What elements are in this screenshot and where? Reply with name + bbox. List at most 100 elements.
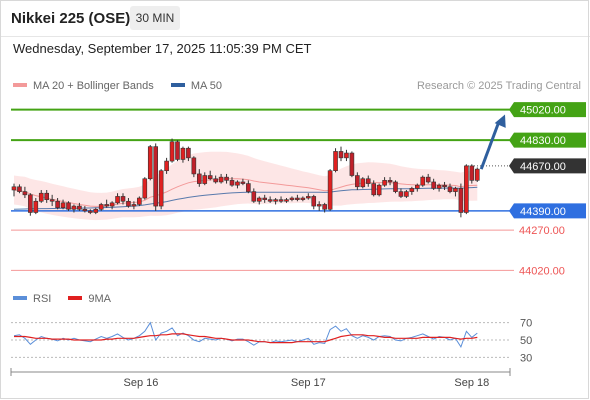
candle [404,190,409,199]
x-tick-label: Sep 17 [291,377,326,389]
candle-body-up [289,197,295,200]
candle-body-up [453,188,458,192]
candle [338,146,344,162]
candle [164,157,169,174]
candle-body-down [246,183,251,192]
candle-body-up [300,197,306,200]
projection-arrow-shaft [479,120,501,170]
candle-body-down [44,192,50,200]
candles [11,138,480,218]
candle-body-down [88,210,93,213]
candle [60,199,66,210]
candle [44,190,50,203]
resistance-label: 44830.00 [520,135,566,147]
candle [327,169,333,211]
candle [311,194,317,210]
candle [115,193,120,205]
support-tag [509,203,586,219]
candle [349,151,355,178]
rsi-tick-label: 70 [520,318,532,330]
interval-selector[interactable]: 30 MIN [130,6,180,30]
candle [120,193,126,205]
ma20-line [13,178,478,207]
candle [322,202,327,213]
legend-ma20-label: MA 20 + Bollinger Bands [33,80,154,92]
ma50-line [13,186,478,210]
candle-body-down [66,202,71,210]
candle-body-down [295,197,300,200]
candle [447,183,453,194]
candle-body-down [126,200,131,207]
candle [387,177,393,186]
candle [22,186,28,199]
candle-body-up [256,197,262,202]
candle [360,177,366,189]
candle [55,198,60,210]
candle [376,183,382,197]
candle [153,143,158,211]
candle [414,183,420,192]
candle [213,175,218,184]
candle-body-down [447,186,453,192]
candle [169,138,175,163]
candle-body-down [311,196,317,207]
candle-body-down [77,205,82,210]
candle-body-down [82,208,88,212]
candle [191,156,197,178]
chart-header: Nikkei 225 (OSE) 30 MIN [0,0,590,37]
ma9-swatch [68,296,83,301]
resistance-tag [509,102,586,118]
candle-body-up [33,200,39,213]
candle [409,186,415,195]
timestamp: Wednesday, September 17, 2025 11:05:39 P… [13,41,312,56]
minor-level-label: 44020.00 [519,265,565,277]
current-price-tag [509,158,586,174]
candle-body-down [278,199,284,202]
candle [175,140,180,162]
candle [180,146,186,163]
candle [82,206,88,213]
candle-body-down [469,165,475,181]
candle-body-down [28,194,33,213]
candle-body-up [414,184,420,189]
candle-body-down [22,191,28,196]
candle [295,194,300,202]
candle-body-down [55,200,60,208]
candle [398,188,404,199]
candle [77,202,82,211]
legend-9ma: 9MA [68,293,111,305]
candle [93,207,99,215]
candle-body-down [197,173,202,184]
candle [197,169,202,187]
candle [300,196,306,202]
projection-arrow-head [494,114,506,128]
candle [186,146,191,162]
candle-body-down [458,188,464,213]
candle [382,177,387,187]
candle-body-up [382,180,387,186]
rsi-swatch [13,296,27,301]
candle [98,202,104,211]
candle-body-up [115,196,120,204]
x-tick-label: Sep 18 [454,377,489,389]
legend-rsi-label: RSI [33,293,52,305]
candle-body-up [109,202,115,207]
candle-body-up [284,199,289,202]
ma50-swatch [170,83,185,88]
candle [420,175,426,187]
candle-body-up [158,170,164,207]
candle-body-up [474,168,480,181]
candle-body-down [120,196,126,202]
candle [207,170,213,181]
candle [442,181,447,190]
level-resistance-0: 45020.00 [11,102,586,118]
ma20-swatch [13,83,27,88]
candle-body-down [262,197,268,200]
support-label: 44390.00 [520,206,566,218]
candle [333,148,338,173]
legend-rsi: RSI [13,293,51,305]
candle [431,178,436,190]
candle-body-down [251,191,257,202]
rsi-tick-label: 50 [520,335,532,347]
